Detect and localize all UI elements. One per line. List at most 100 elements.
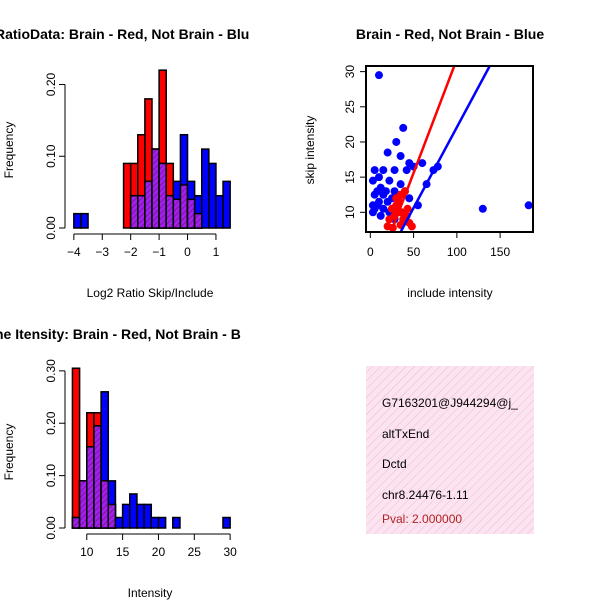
intensity-histogram-title: ne Itensity: Brain - Red, Not Brain - B (0, 326, 241, 342)
ratio-x-tick-label: −4 (67, 245, 81, 259)
scatter-point-not-brain (383, 197, 392, 206)
intensity-histogram-panel: ne Itensity: Brain - Red, Not Brain - B … (0, 326, 241, 600)
intensity-not-brain-bar (114, 516, 124, 529)
intensity-y-tick-label: 0.10 (44, 464, 58, 488)
scatter-point-not-brain (374, 71, 383, 80)
ratio-x-tick-label: 0 (184, 245, 191, 259)
scatter-point-not-brain (524, 201, 533, 210)
fit-line-not-brain (399, 65, 491, 233)
ratio-not-brain-bar (80, 212, 89, 229)
scatter-points (368, 71, 533, 232)
scatter-point-not-brain (374, 173, 383, 182)
scatter-point-not-brain (379, 204, 388, 213)
ratio-overlap-bar (151, 148, 160, 229)
info-line-pval: Pval: 2.000000 (382, 512, 462, 526)
info-line-event-type: altTxEnd (382, 427, 429, 441)
ratio-overlap-bar (179, 184, 189, 229)
ratio-x-tick-label: −2 (124, 245, 138, 259)
scatter-point-not-brain (390, 187, 399, 196)
scatter-point-not-brain (370, 190, 379, 199)
ratio-overlap-bar (129, 194, 139, 229)
scatter-point-not-brain (370, 166, 379, 175)
scatter-point-not-brain (402, 166, 411, 175)
ratio-overlap-bar (137, 194, 146, 229)
scatter-ylabel: skip intensity (303, 116, 317, 185)
info-line-location: chr8.24476-1.11 (382, 488, 469, 502)
ratio-not-brain-bar (222, 180, 231, 229)
scatter-x-tick-label: 150 (490, 245, 510, 259)
intensity-histogram-ylabel: Frequency (2, 424, 16, 481)
intensity-not-brain-bar (143, 503, 153, 529)
intensity-overlap-bar (78, 480, 88, 529)
scatter-point-brain (403, 204, 412, 213)
intensity-overlap-bar (100, 480, 110, 529)
ratio-overlap-bar (186, 198, 196, 229)
intensity-x-tick-label: 20 (152, 545, 166, 559)
intensity-brain-bar (71, 367, 81, 529)
ratio-y-tick-label: 0.00 (44, 216, 58, 240)
scatter-point-not-brain (368, 208, 377, 217)
scatter-point-not-brain (390, 166, 399, 175)
scatter-point-not-brain (385, 176, 394, 185)
intensity-y-tick-label: 0.00 (44, 516, 58, 540)
info-line-event-id: G7163201@J944294@j_ (382, 396, 518, 410)
ratio-overlap-bar (172, 198, 182, 229)
ratio-histogram-ylabel: Frequency (2, 122, 16, 179)
intensity-not-brain-bar (172, 516, 181, 529)
scatter-point-not-brain (405, 194, 414, 203)
ratio-overlap-bar (144, 180, 153, 229)
scatter-point-brain (407, 222, 416, 231)
scatter-point-not-brain (368, 176, 377, 185)
scatter-xlabel: include intensity (407, 286, 492, 300)
scatter-point-not-brain (379, 190, 388, 199)
scatter-y-tick-label: 15 (343, 170, 357, 184)
scatter-point-not-brain (399, 123, 408, 132)
intensity-overlap-bar (71, 516, 81, 529)
intensity-not-brain-bar (222, 516, 231, 529)
scatter-x-tick-label: 50 (407, 245, 421, 259)
ratio-x-tick-label: 1 (213, 245, 220, 259)
ratio-y-tick-label: 0.10 (44, 144, 58, 168)
intensity-not-brain-bar (136, 503, 145, 529)
intensity-overlap-bar (107, 503, 117, 529)
scatter-plot-frame (365, 65, 534, 233)
ratio-histogram-axes: −4 −3 −2 −1 0 1 0.00 0.10 0.20 (44, 73, 220, 259)
scatter-point-not-brain (376, 211, 385, 220)
intensity-x-tick-label: 15 (116, 545, 130, 559)
intensity-overlap-bar (86, 446, 95, 529)
intensity-x-tick-label: 30 (223, 545, 237, 559)
scatter-point-not-brain (418, 159, 427, 168)
fit-line-brain (389, 65, 456, 233)
ratio-not-brain-bar (200, 148, 210, 229)
scatter-point-brain (392, 194, 401, 203)
scatter-point-not-brain (396, 180, 405, 189)
scatter-point-not-brain (392, 137, 401, 146)
intensity-x-tick-label: 25 (188, 545, 202, 559)
ratio-brain-bar (122, 162, 132, 229)
intensity-not-brain-bar (157, 516, 167, 529)
scatter-x-tick-label: 0 (367, 245, 374, 259)
info-panel-background (366, 366, 534, 534)
scatter-y-tick-label: 30 (343, 65, 357, 79)
scatter-axes: 0 50 100 150 10 15 20 25 30 (343, 65, 510, 259)
intensity-not-brain-bar (150, 516, 160, 529)
intensity-histogram-xlabel: Intensity (128, 586, 173, 600)
ratio-overlap-bar (165, 194, 175, 229)
intensity-not-brain-bar (121, 503, 131, 529)
scatter-y-tick-label: 25 (343, 100, 357, 114)
scatter-point-not-brain (383, 148, 392, 157)
intensity-x-tick-label: 10 (80, 545, 94, 559)
intensity-overlap-bar (93, 425, 102, 529)
scatter-x-tick-label: 100 (447, 245, 467, 259)
ratio-histogram-xlabel: Log2 Ratio Skip/Include (87, 286, 214, 300)
ratio-not-brain-bar (73, 212, 82, 229)
ratio-not-brain-bar (215, 194, 224, 229)
scatter-point-not-brain (478, 204, 487, 213)
intensity-not-brain-bar (129, 493, 138, 529)
scatter-y-tick-label: 10 (343, 205, 357, 219)
ratio-not-brain-bar (208, 162, 217, 229)
intensity-y-tick-label: 0.30 (44, 359, 58, 383)
intensity-histogram-bars (71, 367, 231, 529)
intensity-y-tick-label: 0.20 (44, 411, 58, 435)
